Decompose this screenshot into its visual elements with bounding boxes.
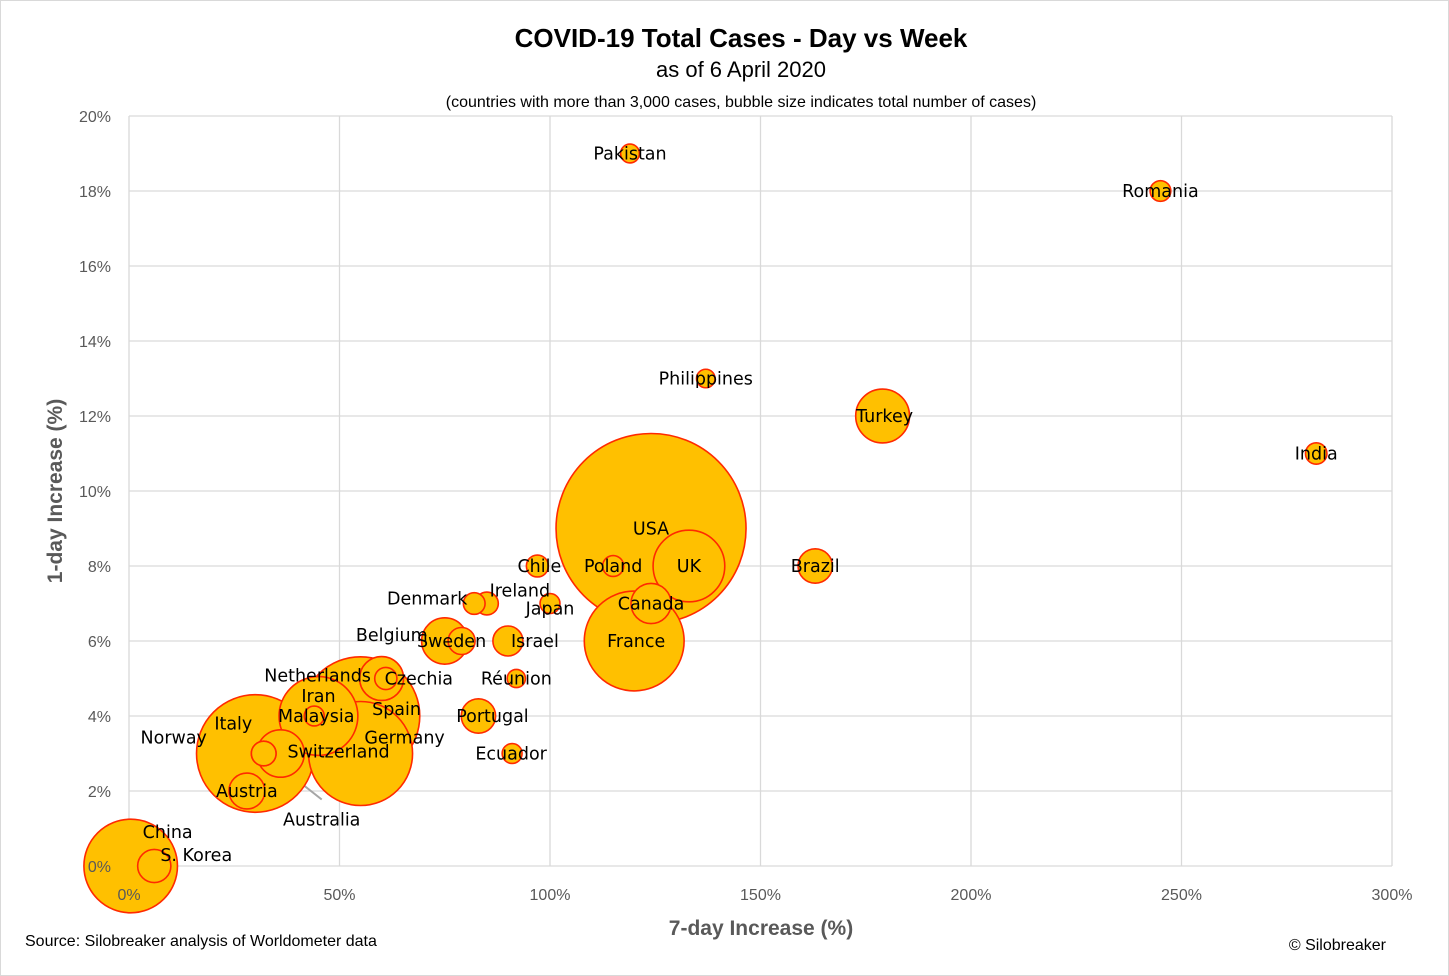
bubbles bbox=[83, 143, 1328, 914]
bubble-brazil bbox=[797, 548, 834, 584]
x-tick-label: 50% bbox=[323, 887, 355, 904]
label-germany: Germany bbox=[364, 729, 444, 749]
label-china: China bbox=[143, 823, 193, 843]
label-poland: Poland bbox=[584, 557, 642, 577]
y-tick-label: 12% bbox=[79, 409, 111, 426]
label-australia: Australia bbox=[283, 811, 360, 831]
label-chile: Chile bbox=[517, 557, 561, 577]
y-tick-label: 16% bbox=[79, 259, 111, 276]
source-note: Source: Silobreaker analysis of Worldome… bbox=[25, 933, 377, 950]
label-ireland: Ireland bbox=[490, 582, 551, 602]
label-usa: USA bbox=[633, 520, 669, 540]
bubble-labels: USA Spain Italy Germany France China Iran UK Tur… bbox=[141, 145, 1338, 867]
grid bbox=[128, 115, 1393, 867]
bubble-canada bbox=[630, 582, 672, 625]
bubble-czechia bbox=[373, 666, 398, 691]
x-tick-label: 200% bbox=[951, 887, 992, 904]
bubble-romania bbox=[1149, 179, 1172, 203]
label-netherlands: Netherlands bbox=[264, 667, 371, 687]
bubble-poland bbox=[601, 554, 625, 578]
bubble-japan bbox=[539, 592, 561, 615]
x-tick-label: 150% bbox=[740, 887, 781, 904]
label-romania: Romania bbox=[1122, 182, 1199, 202]
x-tick-label: 300% bbox=[1372, 887, 1413, 904]
bubble-sweden bbox=[447, 626, 476, 656]
tick-labels: 0% 2% 4% 6% 8% 10% 12% 14% 16% 18% 20% 0% 50% 100% 150… bbox=[79, 109, 1412, 904]
y-tick-label: 14% bbox=[79, 334, 111, 351]
label-brazil: Brazil bbox=[791, 557, 840, 577]
label-austria: Austria bbox=[216, 782, 278, 802]
chart-title: COVID-19 Total Cases - Day vs Week bbox=[515, 23, 968, 53]
label-portugal: Portugal bbox=[456, 707, 528, 727]
label-pakistan: Pakistan bbox=[593, 145, 666, 165]
bubble-china bbox=[83, 818, 179, 914]
label-uk: UK bbox=[677, 557, 702, 577]
y-tick-label: 0% bbox=[88, 859, 111, 876]
bubble-chile bbox=[525, 554, 550, 578]
x-tick-label: 250% bbox=[1161, 887, 1202, 904]
label-ecuador: Ecuador bbox=[475, 745, 547, 765]
chart-subtitle: as of 6 April 2020 bbox=[656, 57, 826, 82]
label-norway: Norway bbox=[141, 729, 207, 749]
label-switzerland: Switzerland bbox=[288, 743, 390, 763]
bubble-israel bbox=[492, 625, 524, 657]
label-czechia: Czechia bbox=[385, 670, 453, 690]
bubble-denmark bbox=[462, 591, 486, 616]
bubble-australia bbox=[250, 740, 277, 767]
bubble-india bbox=[1304, 441, 1328, 466]
label-israel: Israel bbox=[511, 632, 559, 652]
y-tick-label: 4% bbox=[88, 709, 111, 726]
copyright-note: © Silobreaker bbox=[1289, 937, 1387, 954]
bubble-austria bbox=[228, 772, 266, 810]
y-tick-label: 6% bbox=[88, 634, 111, 651]
label-india: India bbox=[1295, 445, 1338, 465]
bubble-ecuador bbox=[501, 742, 523, 765]
bubble-uk bbox=[652, 529, 726, 603]
bubble-malaysia bbox=[303, 705, 325, 727]
label-iran: Iran bbox=[301, 687, 335, 707]
label-canada: Canada bbox=[618, 595, 685, 615]
label-philippines: Philippines bbox=[659, 370, 753, 390]
label-r-union: Réunion bbox=[481, 670, 552, 690]
label-france: France bbox=[607, 632, 665, 652]
label-belgium: Belgium bbox=[356, 626, 428, 646]
y-tick-label: 2% bbox=[88, 784, 111, 801]
chart-note: (countries with more than 3,000 cases, b… bbox=[446, 94, 1037, 111]
bubble-s-korea bbox=[136, 848, 172, 884]
bubble-portugal bbox=[460, 698, 497, 734]
y-tick-label: 18% bbox=[79, 184, 111, 201]
bubble-turkey bbox=[854, 388, 911, 444]
y-tick-label: 10% bbox=[79, 484, 111, 501]
x-tick-label: 100% bbox=[530, 887, 571, 904]
label-denmark: Denmark bbox=[387, 590, 468, 610]
bubble-r-union bbox=[506, 668, 527, 689]
bubble-philippines bbox=[695, 368, 716, 389]
bubble-pakistan bbox=[619, 143, 641, 164]
y-axis-label: 1-day Increase (%) bbox=[44, 399, 67, 583]
x-axis-label: 7-day Increase (%) bbox=[669, 917, 853, 940]
label-japan: Japan bbox=[525, 600, 575, 620]
label-turkey: Turkey bbox=[855, 407, 913, 427]
label-malaysia: Malaysia bbox=[278, 707, 354, 727]
y-tick-label: 8% bbox=[88, 559, 111, 576]
label-sweden: Sweden bbox=[417, 632, 486, 652]
label-italy: Italy bbox=[214, 715, 252, 735]
x-tick-label: 0% bbox=[117, 887, 140, 904]
y-tick-label: 20% bbox=[79, 109, 111, 126]
label-s-korea: S. Korea bbox=[160, 846, 232, 866]
label-spain: Spain bbox=[372, 700, 421, 720]
